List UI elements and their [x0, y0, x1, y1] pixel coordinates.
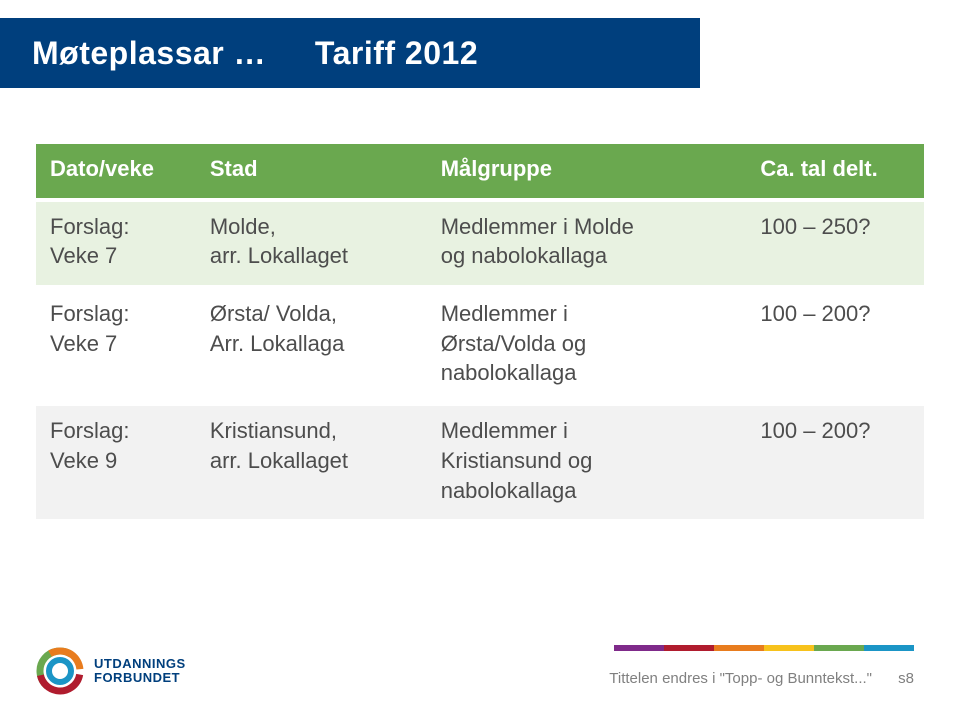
- cell: Kristiansund,arr. Lokallaget: [196, 406, 427, 519]
- cell: Medlemmer iKristiansund ognabolokallaga: [427, 406, 747, 519]
- title-part2: Tariff 2012: [315, 35, 478, 71]
- table-row: Forslag:Veke 9 Kristiansund,arr. Lokalla…: [36, 406, 924, 519]
- logo: UTDANNINGS FORBUNDET: [36, 647, 186, 695]
- bar-seg: [664, 645, 714, 651]
- bar-seg: [714, 645, 764, 651]
- bar-seg: [614, 645, 664, 651]
- footer-text: Tittelen endres i "Topp- og Bunntekst...…: [609, 670, 872, 687]
- table-header-row: Dato/veke Stad Målgruppe Ca. tal delt.: [36, 144, 924, 198]
- bar-seg: [764, 645, 814, 651]
- cell: Forslag:Veke 9: [36, 406, 196, 519]
- logo-line2: FORBUNDET: [94, 671, 186, 685]
- cell: Molde,arr. Lokallaget: [196, 202, 427, 285]
- meetings-table: Dato/veke Stad Målgruppe Ca. tal delt. F…: [36, 140, 924, 569]
- title-bar: Møteplassar … Tariff 2012: [0, 18, 700, 88]
- logo-mark-icon: [36, 647, 84, 695]
- cell: Forslag:Veke 7: [36, 289, 196, 402]
- logo-text: UTDANNINGS FORBUNDET: [94, 657, 186, 684]
- bar-seg: [864, 645, 914, 651]
- cell: 100 – 250?: [746, 202, 924, 285]
- cell: 100 – 200?: [746, 406, 924, 519]
- th-count: Ca. tal delt.: [746, 144, 924, 198]
- cell: Medlemmer iØrsta/Volda ognabolokallaga: [427, 289, 747, 402]
- table-row: Forslag:Veke 7 Molde,arr. Lokallaget Med…: [36, 202, 924, 285]
- table-container: Dato/veke Stad Målgruppe Ca. tal delt. F…: [36, 140, 924, 569]
- table-row-empty: [36, 523, 924, 565]
- footer: UTDANNINGS FORBUNDET Tittelen endres i "…: [0, 637, 960, 709]
- cell: 100 – 200?: [746, 289, 924, 402]
- cell: Ørsta/ Volda,Arr. Lokallaga: [196, 289, 427, 402]
- slide-title: Møteplassar … Tariff 2012: [32, 35, 478, 72]
- th-date: Dato/veke: [36, 144, 196, 198]
- cell: Medlemmer i Moldeog nabolokallaga: [427, 202, 747, 285]
- title-part1: Møteplassar …: [32, 35, 266, 71]
- slide: Møteplassar … Tariff 2012 Dato/veke Stad…: [0, 0, 960, 709]
- th-target: Målgruppe: [427, 144, 747, 198]
- bar-seg: [814, 645, 864, 651]
- logo-line1: UTDANNINGS: [94, 657, 186, 671]
- page-number: s8: [898, 670, 914, 687]
- th-place: Stad: [196, 144, 427, 198]
- cell: Forslag:Veke 7: [36, 202, 196, 285]
- table-row: Forslag:Veke 7 Ørsta/ Volda,Arr. Lokalla…: [36, 289, 924, 402]
- color-bar: [614, 645, 914, 651]
